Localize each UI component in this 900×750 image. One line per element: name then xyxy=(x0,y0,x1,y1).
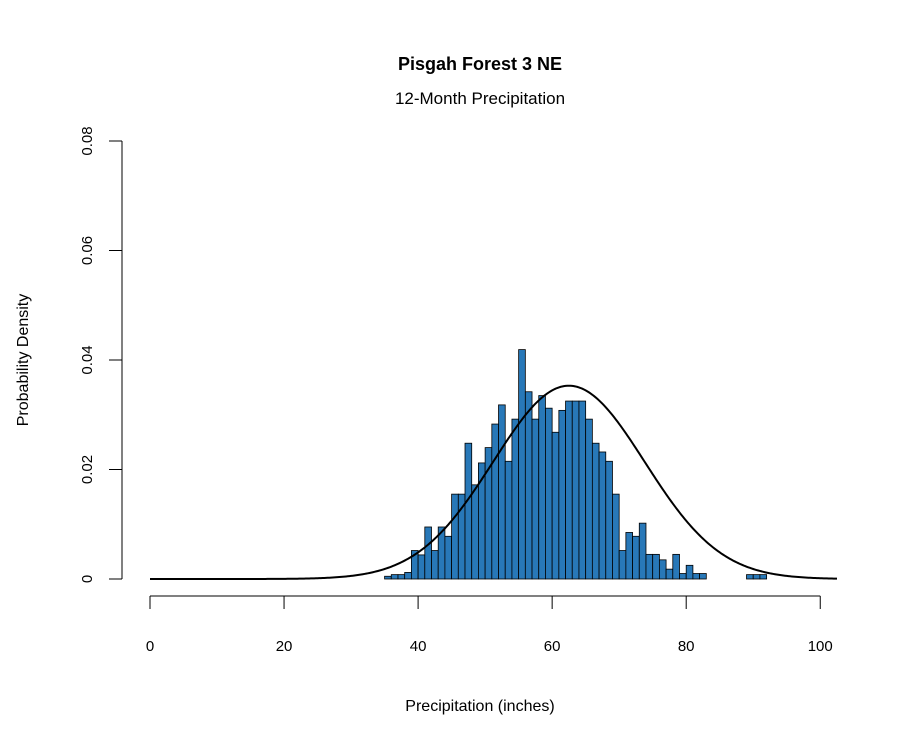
histogram-bar xyxy=(591,442,600,580)
histogram-bar xyxy=(531,418,540,580)
chart-subtitle: 12-Month Precipitation xyxy=(395,89,565,108)
y-tick-label: 0.02 xyxy=(79,455,96,484)
histogram-bar xyxy=(585,418,593,580)
histogram-bar xyxy=(551,431,560,580)
histogram-bar xyxy=(598,451,607,580)
histogram-bar xyxy=(652,553,660,580)
x-tick-label: 60 xyxy=(544,638,561,655)
histogram-bar xyxy=(665,568,674,580)
histogram-bar xyxy=(578,400,587,580)
histogram-bar xyxy=(612,493,620,580)
histogram-bar xyxy=(390,574,399,580)
y-tick-label: 0.08 xyxy=(79,126,96,155)
histogram-bar xyxy=(524,391,533,580)
y-axis-label: Probability Density xyxy=(15,294,32,427)
histogram-bar xyxy=(518,349,526,580)
y-axis: 0 0.02 0.04 0.06 0.08 xyxy=(79,126,123,583)
histogram-bar xyxy=(645,553,654,580)
x-tick-label: 100 xyxy=(808,638,833,655)
histogram-bar xyxy=(431,550,439,580)
histogram-bar xyxy=(759,574,768,580)
histogram-bar xyxy=(451,493,459,580)
y-tick-label: 0.06 xyxy=(79,236,96,265)
x-tick-label: 0 xyxy=(146,638,154,655)
x-tick-label: 80 xyxy=(678,638,695,655)
histogram-bar xyxy=(565,400,573,580)
histogram-bar xyxy=(511,418,520,580)
histogram-bar xyxy=(471,484,479,580)
histogram-bar xyxy=(545,407,553,580)
histogram-bar xyxy=(679,573,687,580)
histogram-bar xyxy=(404,572,412,580)
density-curve-layer xyxy=(150,384,838,580)
histogram-bar xyxy=(692,573,701,580)
histogram-bar xyxy=(752,574,761,580)
histogram-bar xyxy=(638,522,647,580)
histogram-bar xyxy=(417,554,426,580)
histogram-bar xyxy=(658,559,667,580)
histogram-bar xyxy=(498,404,506,580)
histogram-bar xyxy=(746,574,754,580)
histogram-bar xyxy=(397,574,406,580)
histogram-bar xyxy=(491,423,499,580)
x-tick-label: 40 xyxy=(410,638,427,655)
y-tick-label: 0.04 xyxy=(79,345,96,374)
histogram-bar xyxy=(444,535,453,580)
histogram-bar xyxy=(605,460,613,580)
x-tick-label: 20 xyxy=(276,638,293,655)
histogram-bars xyxy=(384,349,768,580)
histogram-bar xyxy=(685,564,694,580)
histogram-bar xyxy=(632,535,640,580)
histogram-bar xyxy=(558,409,566,580)
histogram-bar xyxy=(672,553,680,580)
histogram-bar xyxy=(699,573,707,580)
chart-title: Pisgah Forest 3 NE xyxy=(398,54,562,74)
y-tick-label: 0 xyxy=(79,575,96,583)
histogram-bar xyxy=(538,395,546,580)
histogram-bar xyxy=(625,532,633,580)
histogram-bar xyxy=(464,442,473,580)
x-axis: 0 20 40 60 80 100 xyxy=(146,595,833,655)
histogram-bar xyxy=(571,400,580,580)
histogram-bar xyxy=(618,550,627,580)
density-curve xyxy=(150,384,838,580)
histogram-bar xyxy=(384,575,392,580)
histogram-bar xyxy=(424,526,432,580)
histogram-bar xyxy=(504,460,513,580)
x-axis-label: Precipitation (inches) xyxy=(405,698,554,715)
